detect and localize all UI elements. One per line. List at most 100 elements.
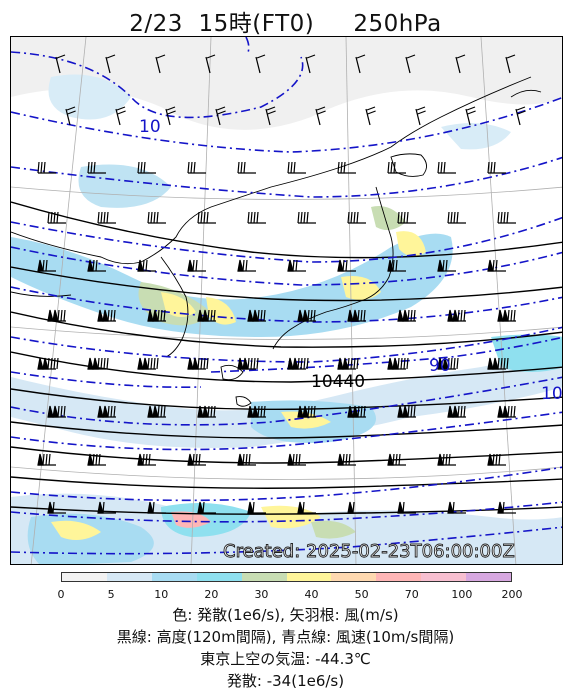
wind-barb xyxy=(287,453,306,466)
wind-barb xyxy=(447,309,466,322)
wind-barb xyxy=(415,106,426,126)
wind-label-right: 10 xyxy=(541,384,563,404)
colorbar-tick: 50 xyxy=(354,588,369,601)
wind-barb xyxy=(65,106,76,126)
wind-barb xyxy=(147,211,166,224)
wind-barb xyxy=(387,161,406,174)
wind-barb xyxy=(287,161,306,174)
divergence-colorbar xyxy=(61,572,512,582)
legend-line-2: 黒線: 高度(120m間隔), 青点線: 風速(10m/s間隔) xyxy=(116,628,455,646)
wind-barb xyxy=(137,161,156,174)
wind-barb xyxy=(355,54,366,74)
colorbar-tick: 30 xyxy=(254,588,269,601)
wind-barb xyxy=(187,453,206,466)
wind-barb xyxy=(47,211,66,224)
wind-barb xyxy=(337,161,356,174)
colorbar-tick: 40 xyxy=(304,588,319,601)
created-credit: Created: 2025-02-23T06:00:00Z xyxy=(223,541,515,562)
wind-barb xyxy=(365,106,376,126)
wind-barb xyxy=(55,54,66,74)
wind-barb xyxy=(297,405,316,418)
wind-barb xyxy=(497,211,516,224)
wind-barb xyxy=(465,106,476,126)
height-label: 10440 xyxy=(311,372,365,392)
colorbar-segment xyxy=(62,573,107,581)
wind-barb xyxy=(437,259,456,272)
wind-barb xyxy=(297,211,316,224)
wind-barb xyxy=(487,259,506,272)
wind-barb xyxy=(497,501,516,514)
colorbar-segment xyxy=(331,573,377,581)
colorbar-segment xyxy=(286,573,332,581)
wind-barb xyxy=(137,453,156,466)
wind-barb xyxy=(37,357,59,370)
wind-barb xyxy=(197,309,216,322)
chart-title: 2/23 15時(FT0) 250hPa xyxy=(129,11,442,37)
weather-map: 10440 10 90 10 Created: 2025-02-23T06:00… xyxy=(10,36,563,565)
map-canvas: 10440 10 90 10 Created: 2025-02-23T06:00… xyxy=(11,37,563,564)
wind-barb xyxy=(387,357,409,370)
wind-barb xyxy=(47,405,66,418)
wind-barb xyxy=(97,405,116,418)
wind-barb xyxy=(287,259,306,272)
wind-barb xyxy=(115,106,126,126)
wind-barb xyxy=(105,54,116,74)
wind-barb xyxy=(197,501,216,514)
wind-label-left: 10 xyxy=(139,117,161,137)
wind-barb xyxy=(405,54,416,74)
wind-barb xyxy=(247,211,266,224)
wind-barb xyxy=(37,161,56,174)
wind-barb xyxy=(487,161,506,174)
wind-barb xyxy=(87,453,106,466)
divergence-shading xyxy=(11,37,562,564)
wind-label-mid: 90 xyxy=(429,356,451,376)
wind-barb xyxy=(497,309,516,322)
wind-barb xyxy=(197,405,216,418)
wind-barb xyxy=(497,405,516,418)
colorbar-tick: 0 xyxy=(57,588,65,601)
height-contours xyxy=(11,201,562,515)
wind-barb xyxy=(155,54,166,74)
wind-barb xyxy=(447,405,466,418)
wind-barb xyxy=(437,161,456,174)
wind-barb xyxy=(247,405,266,418)
wind-barb xyxy=(347,309,366,322)
wind-barb xyxy=(455,54,466,74)
wind-barb xyxy=(237,259,256,272)
wind-barb xyxy=(397,405,416,418)
legend-line-4: 発散: -34(1e6/s) xyxy=(226,672,345,690)
coastlines xyxy=(11,76,542,407)
wind-barb xyxy=(97,211,116,224)
colorbar-tick: 10 xyxy=(154,588,169,601)
colorbar-segment xyxy=(106,573,152,581)
wind-barb xyxy=(447,211,466,224)
wind-barb xyxy=(215,106,226,126)
wind-speed-contours xyxy=(11,37,562,555)
wind-barb xyxy=(487,357,509,370)
wind-barb xyxy=(265,106,276,126)
legend-line-3: 東京上空の気温: -44.3℃ xyxy=(200,650,371,668)
wind-barb xyxy=(337,259,356,272)
wind-barb xyxy=(97,309,116,322)
wind-barb xyxy=(137,259,156,272)
wind-barb xyxy=(437,357,459,370)
wind-barb xyxy=(187,259,206,272)
colorbar-tick: 200 xyxy=(501,588,523,601)
wind-barb xyxy=(147,501,166,514)
wind-barb xyxy=(397,211,416,224)
wind-barb xyxy=(237,161,256,174)
wind-barb xyxy=(505,54,516,74)
wind-barb xyxy=(87,161,106,174)
wind-barb xyxy=(147,309,166,322)
colorbar-segment xyxy=(151,573,197,581)
wind-barb xyxy=(47,309,66,322)
wind-barb xyxy=(297,501,316,514)
wind-barb xyxy=(447,501,466,514)
wind-barb xyxy=(347,501,366,514)
wind-barb xyxy=(87,357,109,370)
wind-barb xyxy=(387,453,406,466)
wind-barb xyxy=(187,161,206,174)
wind-barb xyxy=(247,501,266,514)
wind-barb xyxy=(337,357,359,370)
colorbar-tick: 100 xyxy=(451,588,473,601)
